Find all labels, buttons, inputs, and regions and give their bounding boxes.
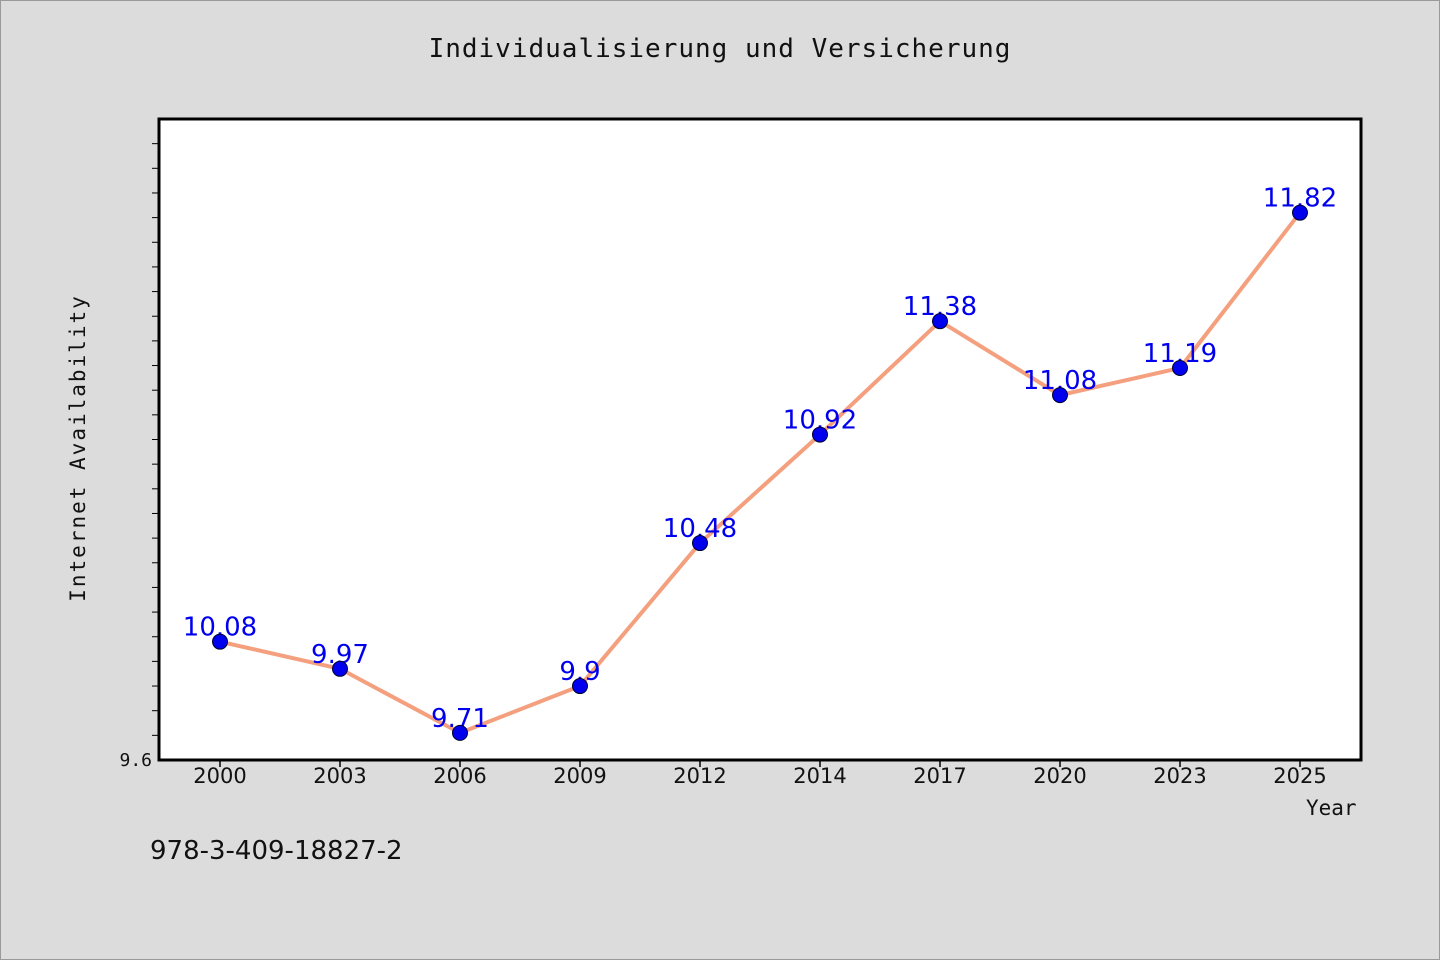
x-tick-label: 2000 — [193, 764, 246, 788]
data-point — [332, 660, 348, 677]
x-tick-label: 2025 — [1273, 764, 1326, 788]
data-point — [572, 678, 588, 695]
series-line — [218, 210, 1302, 735]
data-point — [1172, 360, 1188, 377]
y-axis-ticks: 9.6 — [119, 143, 159, 771]
data-point — [212, 633, 228, 650]
data-point — [1052, 387, 1068, 404]
x-tick-label: 2012 — [673, 764, 726, 788]
data-point — [932, 313, 948, 330]
x-tick-label: 2014 — [793, 764, 846, 788]
x-tick-label: 2017 — [913, 764, 966, 788]
chart-title: Individualisierung und Versicherung — [428, 34, 1012, 64]
plot-area — [157, 117, 1363, 762]
x-tick-label: 2003 — [313, 764, 366, 788]
data-point — [1292, 204, 1308, 221]
data-point — [452, 724, 468, 741]
x-tick-label: 2009 — [553, 764, 606, 788]
x-tick-label: 2006 — [433, 764, 486, 788]
data-point — [812, 426, 828, 443]
x-axis-ticks: 2000 2003 2006 2009 2012 2014 2017 2020 2023 2025 — [193, 760, 1327, 788]
x-tick-label: 2020 — [1033, 764, 1086, 788]
x-axis-label: Year — [1306, 796, 1357, 820]
series-layer: 10.089.979.719.910.4810.9211.3811.0811.1… — [183, 184, 1337, 741]
isbn-code: 978-3-409-18827-2 — [150, 836, 403, 866]
x-tick-label: 2023 — [1153, 764, 1206, 788]
data-point — [692, 535, 708, 552]
y-tick-label: 9.6 — [119, 750, 152, 771]
